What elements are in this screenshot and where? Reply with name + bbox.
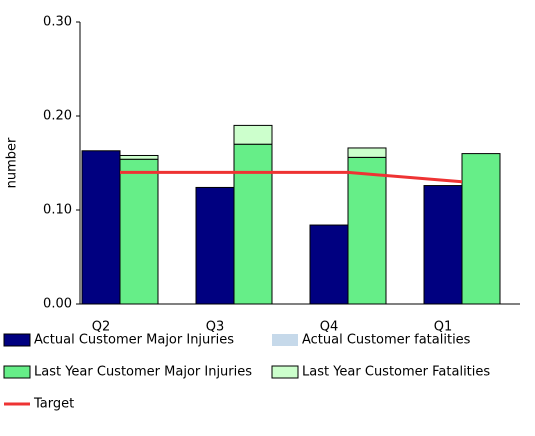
bar [119, 154, 159, 160]
legend-swatch [271, 365, 299, 379]
bar [309, 224, 349, 305]
legend-swatch [3, 365, 31, 379]
bar [195, 186, 235, 305]
y-axis-label: number [5, 137, 20, 188]
legend-label: Last Year Customer Major Injuries [34, 365, 252, 380]
y-tick-label: 0.00 [43, 297, 72, 312]
x-tick-label: Q2 [92, 320, 111, 335]
bar [233, 143, 273, 305]
y-tick-label: 0.20 [43, 109, 72, 124]
legend-swatch [272, 334, 298, 346]
bar [461, 153, 501, 305]
bar [233, 124, 273, 145]
target-line [120, 170, 463, 184]
legend-label: Target [33, 397, 74, 412]
bar [347, 147, 387, 158]
legend-label: Actual Customer fatalities [302, 333, 471, 348]
bar [423, 185, 463, 305]
y-tick-label: 0.30 [43, 15, 72, 30]
legend-swatch [3, 333, 31, 347]
bar [81, 150, 121, 305]
x-tick-label: Q1 [434, 320, 453, 335]
legend-label: Actual Customer Major Injuries [34, 333, 234, 348]
x-tick-label: Q4 [320, 320, 339, 335]
bar [119, 158, 159, 305]
x-tick-label: Q3 [206, 320, 225, 335]
legend-label: Last Year Customer Fatalities [302, 365, 490, 380]
bar [347, 156, 387, 305]
y-tick-label: 0.10 [43, 203, 72, 218]
